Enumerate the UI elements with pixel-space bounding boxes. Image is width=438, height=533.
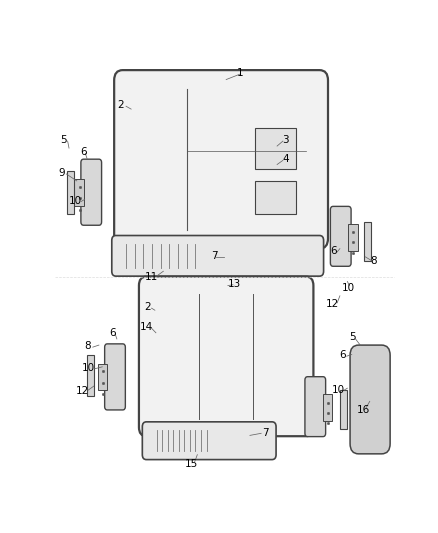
Text: 5: 5 [60,135,67,145]
Text: 12: 12 [326,299,339,309]
Text: 7: 7 [211,251,218,261]
Bar [348,224,358,251]
Bar [74,179,84,206]
Bar [255,181,296,214]
Text: 7: 7 [262,429,268,438]
Text: 15: 15 [185,459,198,469]
Text: 6: 6 [330,246,336,256]
Text: 8: 8 [371,256,377,266]
Bar [98,364,107,390]
Text: 14: 14 [140,321,153,332]
FancyBboxPatch shape [81,159,102,225]
Text: 6: 6 [80,147,87,157]
Text: 8: 8 [85,341,92,351]
Text: 3: 3 [282,135,289,145]
Text: 6: 6 [109,328,116,338]
Text: 10: 10 [69,197,81,206]
Text: 12: 12 [76,386,89,396]
Text: 1: 1 [237,68,243,78]
Text: 5: 5 [350,332,356,342]
FancyBboxPatch shape [350,345,390,454]
Bar [67,171,74,214]
Bar [340,390,347,429]
FancyBboxPatch shape [105,344,125,410]
FancyBboxPatch shape [142,422,276,459]
FancyBboxPatch shape [114,70,328,248]
FancyBboxPatch shape [139,277,314,436]
Bar [364,222,371,261]
Bar [255,127,296,168]
Text: 10: 10 [332,385,345,395]
Text: 4: 4 [282,154,289,164]
FancyBboxPatch shape [112,236,324,276]
Text: 2: 2 [118,100,124,110]
FancyBboxPatch shape [330,206,351,266]
Text: 9: 9 [58,168,65,177]
Bar [323,394,332,421]
Text: 13: 13 [228,279,241,288]
Bar [87,356,95,397]
Text: 10: 10 [342,282,355,293]
Text: 16: 16 [357,405,370,415]
Text: 11: 11 [145,272,158,282]
Text: 6: 6 [339,350,346,360]
Text: 10: 10 [81,364,95,374]
Text: 2: 2 [144,302,150,312]
FancyBboxPatch shape [305,377,325,437]
